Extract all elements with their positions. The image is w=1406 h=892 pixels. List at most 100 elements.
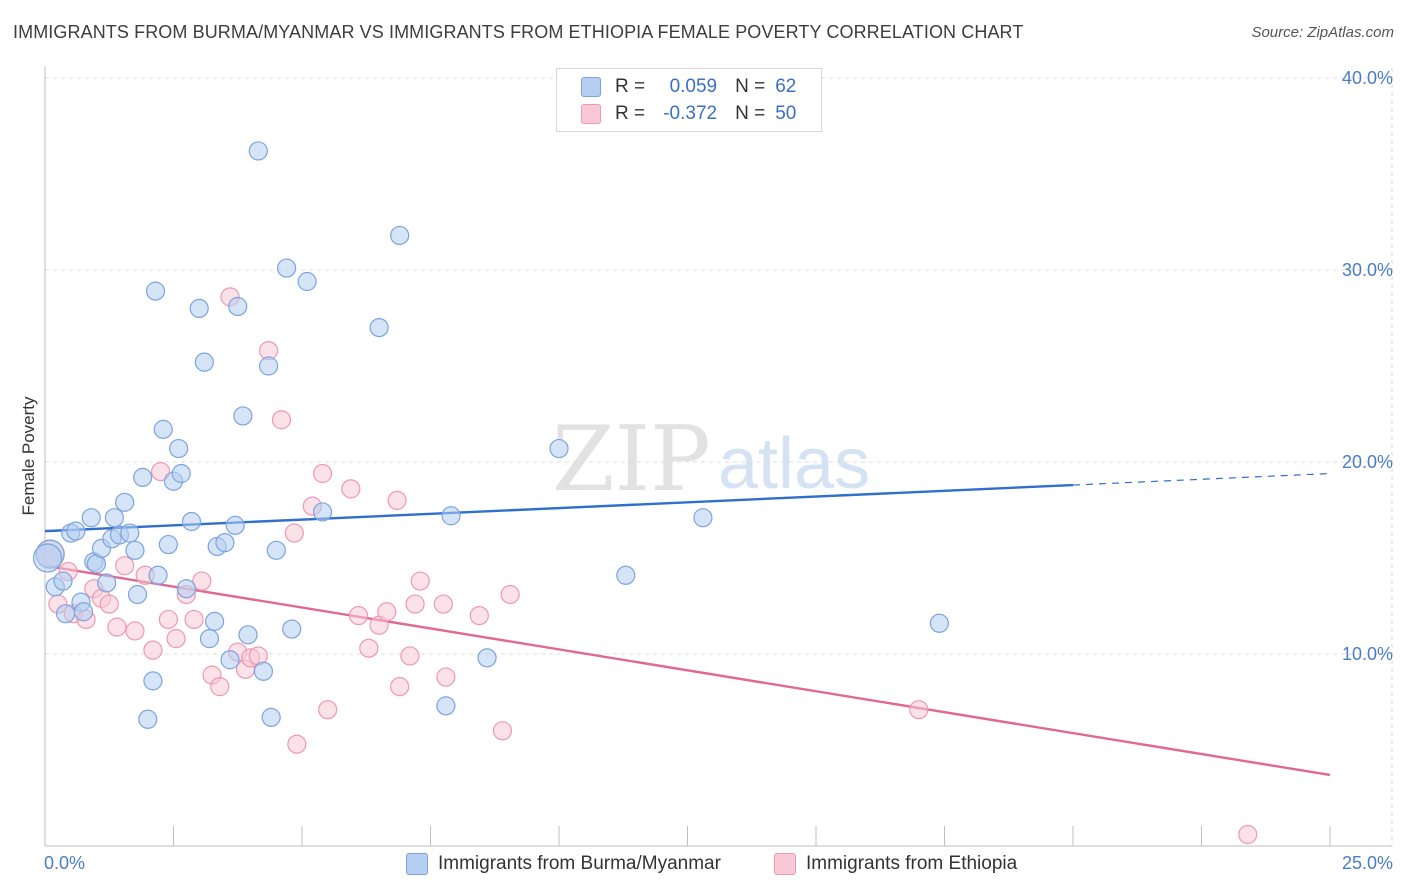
scatter-point-ethiopia bbox=[166, 629, 186, 649]
bottom-legend-label-burma: Immigrants from Burma/Myanmar bbox=[438, 853, 721, 874]
bottom-legend-swatch-ethiopia bbox=[774, 853, 796, 875]
y-tick-label: 30.0% bbox=[1342, 260, 1393, 280]
scatter-point-ethiopia bbox=[909, 700, 929, 720]
scatter-point-burma bbox=[261, 707, 281, 727]
scatter-point-ethiopia bbox=[492, 721, 513, 741]
legend-r-label: R = bbox=[615, 76, 646, 97]
legend-r-label: R = bbox=[615, 103, 646, 124]
scatter-point-burma bbox=[145, 281, 166, 301]
scatter-point-burma bbox=[205, 611, 225, 631]
scatter-point-burma bbox=[133, 467, 153, 487]
chart-title: IMMIGRANTS FROM BURMA/MYANMAR VS IMMIGRA… bbox=[13, 22, 1024, 42]
scatter-point-ethiopia bbox=[151, 462, 171, 482]
legend-box: R = 0.059 N = 62 R = -0.372 N = 50 bbox=[556, 68, 822, 132]
tick-labels: 10.0% 20.0% 30.0% 40.0% 0.0% 25.0% bbox=[44, 68, 1393, 873]
scatter-point-burma bbox=[549, 438, 569, 459]
legend-r-value: -0.372 bbox=[663, 103, 718, 124]
scatter-point-burma bbox=[127, 584, 148, 605]
scatter-point-burma bbox=[297, 271, 317, 292]
scatter-point-burma bbox=[477, 648, 497, 668]
scatter-point-ethiopia bbox=[312, 463, 333, 484]
scatter-point-ethiopia bbox=[318, 700, 338, 720]
scatter-point-burma bbox=[73, 602, 94, 622]
scatter-point-ethiopia bbox=[341, 479, 361, 499]
scatter-point-ethiopia bbox=[405, 594, 425, 614]
scatter-point-ethiopia bbox=[143, 640, 163, 660]
legend-n-value: 62 bbox=[775, 76, 797, 97]
scatter-point-burma bbox=[138, 709, 158, 729]
scatter-point-burma bbox=[253, 661, 274, 681]
scatter-point-burma bbox=[125, 540, 145, 560]
trend-line-burma-extension bbox=[1072, 472, 1331, 486]
scatter-point-burma bbox=[312, 502, 333, 522]
scatter-point-burma bbox=[176, 579, 196, 599]
y-tick-label: 10.0% bbox=[1342, 644, 1393, 664]
scatter-point-ethiopia bbox=[433, 594, 453, 614]
scatter-point-burma bbox=[276, 258, 297, 278]
scatter-point-ethiopia bbox=[377, 602, 397, 622]
scatter-point-burma bbox=[143, 671, 163, 691]
scatter-point-burma bbox=[258, 356, 279, 376]
scatter-point-burma bbox=[32, 543, 63, 573]
y-tick-label: 20.0% bbox=[1342, 452, 1393, 472]
bottom-legend-swatch-burma bbox=[406, 853, 428, 875]
scatter-point-burma bbox=[436, 696, 456, 716]
legend-n-label: N = bbox=[735, 103, 766, 124]
scatter-point-ethiopia bbox=[284, 523, 304, 543]
legend-swatch-burma bbox=[581, 77, 601, 97]
watermark-atlas: atlas bbox=[718, 424, 870, 504]
scatter-point-burma bbox=[233, 406, 253, 426]
scatter-point-burma bbox=[171, 463, 191, 484]
scatter-point-burma bbox=[189, 298, 209, 318]
watermark: ZIP atlas bbox=[552, 407, 870, 512]
scatter-point-burma bbox=[181, 511, 202, 532]
legend-row-ethiopia: R = -0.372 N = 50 bbox=[581, 102, 796, 126]
scatter-point-ethiopia bbox=[390, 677, 410, 697]
source-credit: Source: ZipAtlas.com bbox=[1251, 24, 1394, 41]
y-axis-label: Female Poverty bbox=[19, 396, 38, 516]
scatter-point-burma bbox=[81, 508, 101, 528]
scatter-point-burma bbox=[282, 619, 302, 639]
scatter-point-ethiopia bbox=[125, 621, 145, 641]
legend-r-value: 0.059 bbox=[669, 76, 718, 97]
scatter-point-ethiopia bbox=[107, 617, 127, 637]
scatter-point-ethiopia bbox=[359, 638, 379, 658]
scatter-point-burma bbox=[194, 352, 214, 372]
scatter-point-ethiopia bbox=[158, 609, 178, 630]
scatter-point-burma bbox=[225, 515, 245, 535]
scatter-point-burma bbox=[104, 508, 124, 528]
x-tick-label-min: 0.0% bbox=[44, 853, 85, 873]
scatter-point-burma bbox=[97, 573, 117, 593]
scatter-point-ethiopia bbox=[436, 667, 456, 687]
watermark-zip: ZIP bbox=[552, 407, 711, 512]
scatter-point-ethiopia bbox=[500, 584, 520, 605]
y-tick-label: 40.0% bbox=[1342, 68, 1393, 88]
x-tick-label-max: 25.0% bbox=[1342, 853, 1393, 873]
scatter-point-burma bbox=[248, 141, 268, 161]
scatter-point-ethiopia bbox=[192, 571, 212, 591]
scatter-point-ethiopia bbox=[184, 609, 204, 630]
scatter-point-burma bbox=[158, 534, 178, 555]
series-ethiopia-points bbox=[35, 287, 1258, 845]
scatter-point-burma bbox=[153, 419, 173, 439]
scatter-point-ethiopia bbox=[348, 605, 369, 626]
scatter-point-burma bbox=[148, 565, 168, 585]
legend-n-value: 50 bbox=[775, 103, 797, 124]
scatter-point-ethiopia bbox=[387, 490, 407, 510]
scatter-point-burma bbox=[369, 318, 389, 338]
scatter-point-burma bbox=[616, 565, 636, 585]
scatter-point-ethiopia bbox=[115, 556, 135, 576]
scatter-point-burma bbox=[441, 506, 461, 526]
legend-n-label: N = bbox=[735, 76, 766, 97]
scatter-point-burma bbox=[238, 625, 258, 645]
scatter-point-burma bbox=[120, 523, 140, 543]
scatter-point-ethiopia bbox=[99, 594, 119, 614]
bottom-legend-ethiopia: Immigrants from Ethiopia bbox=[774, 852, 1017, 876]
scatter-point-burma bbox=[55, 604, 76, 624]
scatter-point-ethiopia bbox=[210, 677, 230, 697]
scatter-point-burma bbox=[199, 629, 220, 649]
legend-swatch-ethiopia bbox=[581, 104, 601, 124]
trend-line-ethiopia bbox=[44, 564, 1331, 777]
scatter-point-ethiopia bbox=[469, 605, 489, 626]
